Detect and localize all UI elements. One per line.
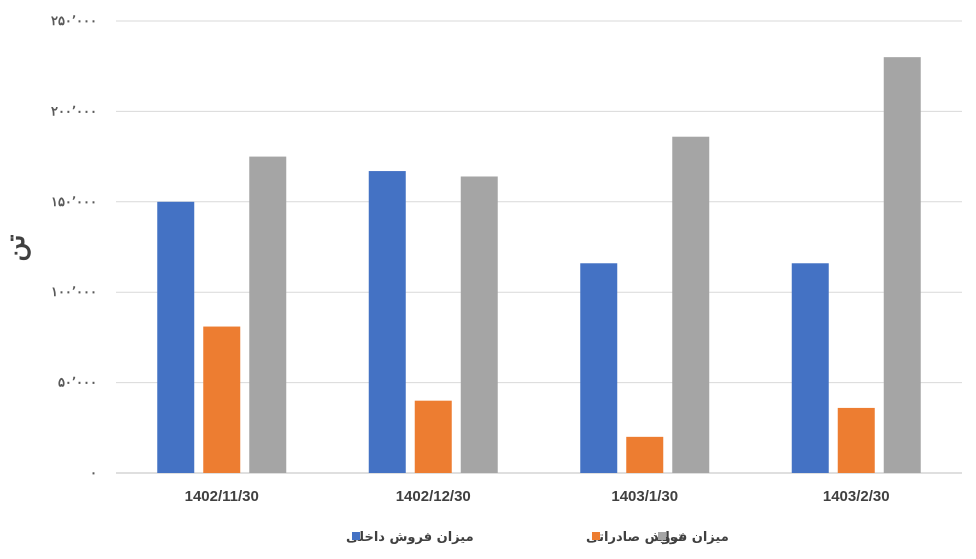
x-category-label: 1402/12/30 (396, 488, 471, 505)
legend-swatch (658, 532, 666, 540)
x-category-label: 1402/11/30 (185, 488, 259, 505)
bar-1-3 (580, 263, 618, 473)
x-category-label: 1403/2/30 (823, 488, 890, 505)
legend-swatch (352, 532, 360, 540)
bar-3-2 (460, 176, 498, 473)
bar-2-1 (203, 326, 241, 473)
y-tick-label: ۲۰۰٬۰۰۰ (51, 104, 97, 119)
bar-2-4 (837, 407, 875, 473)
bars (157, 57, 921, 474)
y-tick-label: ۲۵۰٬۰۰۰ (51, 14, 97, 29)
bar-1-2 (368, 171, 406, 473)
legend-label: میزان فروش صادراتی (586, 530, 729, 545)
y-tick-label: ۵۰٬۰۰۰ (58, 376, 97, 391)
bar-3-4 (883, 57, 921, 473)
bar-3-3 (672, 136, 710, 473)
bar-1-4 (791, 263, 829, 473)
y-tick-label: ۰ (90, 466, 97, 481)
x-category-label: 1403/1/30 (611, 488, 678, 505)
legend-swatch (592, 532, 600, 540)
bar-2-2 (414, 400, 452, 473)
x-axis-categories: 1402/11/30 1402/12/30 1403/1/30 1403/2/30 (185, 488, 890, 505)
bar-1-1 (157, 201, 195, 474)
gridlines (116, 20, 962, 474)
bar-3-1 (249, 156, 287, 473)
legend-label: تولید (652, 530, 683, 545)
y-tick-label: ۱۵۰٬۰۰۰ (51, 195, 97, 210)
y-axis-label: تن (1, 234, 31, 261)
y-tick-label: ۱۰۰٬۰۰۰ (51, 285, 97, 300)
bar-2-3 (626, 436, 664, 473)
legend-label: میزان فروش داخلی (346, 530, 474, 545)
y-axis-ticks: ۰ ۵۰٬۰۰۰ ۱۰۰٬۰۰۰ ۱۵۰٬۰۰۰ ۲۰۰٬۰۰۰ ۲۵۰٬۰۰۰ (51, 14, 97, 481)
